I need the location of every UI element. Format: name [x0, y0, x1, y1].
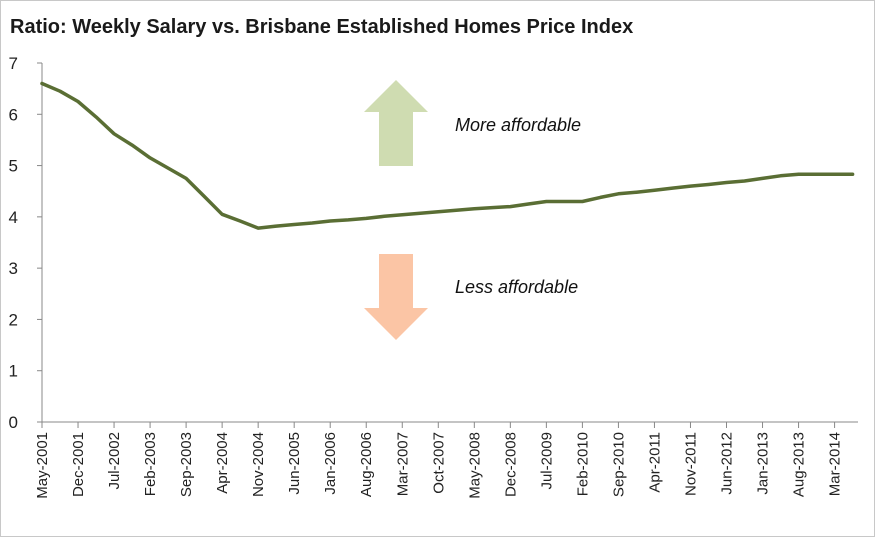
x-tick-label: Apr-2004: [214, 432, 231, 494]
x-tick-label: May-2008: [466, 432, 483, 499]
x-tick-label: Apr-2011: [646, 432, 663, 493]
y-tick-label: 7: [9, 54, 18, 73]
x-tick-label: Mar-2007: [394, 432, 411, 496]
annotation-less-affordable: Less affordable: [455, 277, 578, 297]
y-tick-label: 5: [9, 157, 18, 176]
x-tick-label: Mar-2014: [827, 432, 844, 496]
y-axis-ticks: 0 1 2 3 4 5 6 7: [9, 54, 42, 432]
annotation-more-affordable: More affordable: [455, 115, 581, 135]
x-tick-label: Jan-2006: [322, 432, 339, 495]
x-tick-label: Sep-2010: [610, 432, 627, 497]
y-tick-label: 2: [9, 310, 18, 329]
y-tick-label: 6: [9, 105, 18, 124]
x-tick-label: Aug-2006: [358, 432, 375, 497]
arrow-up-icon: [364, 80, 428, 166]
x-tick-label: Dec-2008: [502, 432, 519, 497]
x-axis-ticks: May-2001 Dec-2001 Jul-2002 Feb-2003 Sep-2003…: [34, 422, 844, 499]
x-tick-label: Jun-2005: [286, 432, 303, 495]
y-tick-label: 3: [9, 259, 18, 278]
x-tick-label: Jan-2013: [755, 432, 772, 495]
series-line: [40, 81, 855, 230]
x-tick-label: Feb-2010: [574, 432, 591, 496]
x-tick-label: Jul-2002: [106, 432, 123, 490]
y-tick-label: 4: [9, 208, 18, 227]
axes: [41, 63, 858, 423]
series-group: [40, 81, 855, 230]
x-tick-label: Aug-2013: [791, 432, 808, 497]
arrow-down-icon: [364, 254, 428, 340]
x-tick-label: Nov-2004: [250, 432, 267, 497]
chart-title: Ratio: Weekly Salary vs. Brisbane Establ…: [10, 16, 634, 38]
y-tick-label: 1: [9, 362, 18, 381]
x-tick-label: Jul-2009: [538, 432, 555, 490]
x-tick-label: Jun-2012: [719, 432, 736, 495]
annotations: More affordable Less affordable: [364, 80, 581, 340]
x-tick-label: May-2001: [34, 432, 51, 499]
x-tick-label: Nov-2011: [682, 432, 699, 496]
x-tick-label: Sep-2003: [178, 432, 195, 497]
x-tick-label: Feb-2003: [142, 432, 159, 496]
x-tick-label: Oct-2007: [430, 432, 447, 494]
x-tick-label: Dec-2001: [70, 432, 87, 497]
y-tick-label: 0: [9, 413, 18, 432]
